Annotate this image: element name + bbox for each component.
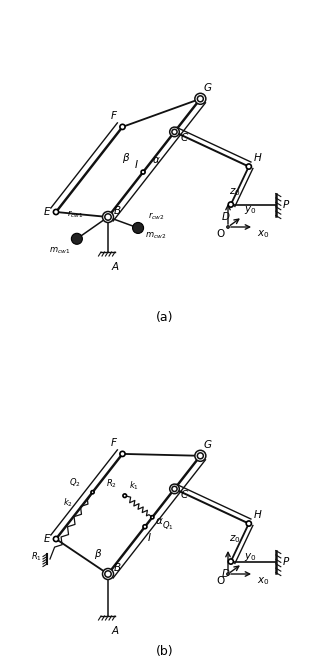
Text: I: I	[148, 533, 151, 542]
Circle shape	[195, 450, 206, 461]
Circle shape	[105, 214, 111, 220]
Circle shape	[91, 491, 94, 494]
Text: F: F	[111, 438, 116, 448]
Text: $\alpha$: $\alpha$	[155, 516, 164, 526]
Circle shape	[197, 453, 203, 459]
Text: C: C	[181, 490, 188, 500]
Text: $y_0$: $y_0$	[244, 204, 257, 216]
Circle shape	[53, 537, 59, 542]
Circle shape	[228, 559, 233, 564]
Text: E: E	[43, 207, 50, 217]
Text: B: B	[114, 563, 121, 573]
Text: $\alpha$: $\alpha$	[152, 155, 161, 165]
Circle shape	[172, 129, 177, 135]
Text: $R_1$: $R_1$	[31, 550, 42, 563]
Circle shape	[103, 568, 114, 580]
Circle shape	[103, 212, 114, 222]
Text: $x_0$: $x_0$	[257, 575, 269, 587]
Circle shape	[141, 170, 145, 174]
Text: $\beta$: $\beta$	[94, 547, 102, 561]
Text: I: I	[135, 160, 138, 170]
Text: $k_1$: $k_1$	[129, 479, 139, 492]
Circle shape	[172, 486, 177, 491]
Text: A: A	[112, 262, 119, 272]
Text: P: P	[283, 200, 289, 210]
Text: $Q_2$: $Q_2$	[69, 477, 81, 489]
Circle shape	[120, 452, 125, 456]
Circle shape	[246, 164, 251, 169]
Circle shape	[170, 127, 179, 137]
Text: $m_{cw2}$: $m_{cw2}$	[145, 231, 166, 242]
Text: $\beta$: $\beta$	[122, 151, 130, 165]
Text: $y_0$: $y_0$	[244, 550, 257, 562]
Text: $z_0$: $z_0$	[229, 186, 240, 198]
Text: P: P	[283, 556, 289, 566]
Text: D: D	[222, 212, 230, 222]
Text: B: B	[114, 206, 121, 216]
Circle shape	[195, 94, 206, 104]
Circle shape	[133, 222, 143, 234]
Circle shape	[197, 96, 203, 102]
Text: $Q_1$: $Q_1$	[162, 519, 174, 532]
Text: $r_{cw2}$: $r_{cw2}$	[148, 210, 165, 222]
Circle shape	[123, 494, 127, 497]
Text: O: O	[217, 576, 225, 586]
Circle shape	[226, 572, 230, 576]
Text: (b): (b)	[156, 645, 173, 658]
Circle shape	[143, 525, 147, 529]
Text: $z_0$: $z_0$	[229, 533, 240, 545]
Text: E: E	[43, 534, 50, 544]
Text: C: C	[181, 133, 188, 143]
Circle shape	[53, 209, 59, 214]
Circle shape	[105, 571, 111, 577]
Circle shape	[246, 521, 251, 526]
Text: H: H	[254, 153, 262, 163]
Text: D: D	[222, 568, 230, 578]
Circle shape	[170, 484, 179, 494]
Text: G: G	[203, 440, 211, 450]
Text: $x_0$: $x_0$	[257, 228, 269, 240]
Text: $m_{cw1}$: $m_{cw1}$	[49, 246, 70, 256]
Circle shape	[226, 226, 230, 228]
Text: $R_2$: $R_2$	[106, 477, 117, 490]
Text: G: G	[203, 83, 211, 93]
Circle shape	[120, 124, 125, 129]
Circle shape	[71, 233, 82, 244]
Text: H: H	[254, 509, 262, 519]
Text: A: A	[112, 626, 119, 636]
Text: $k_2$: $k_2$	[63, 496, 73, 509]
Text: $r_{cw1}$: $r_{cw1}$	[67, 208, 84, 220]
Text: (a): (a)	[156, 311, 173, 324]
Circle shape	[151, 516, 154, 519]
Text: F: F	[111, 111, 116, 121]
Text: O: O	[217, 229, 225, 239]
Circle shape	[228, 202, 233, 207]
